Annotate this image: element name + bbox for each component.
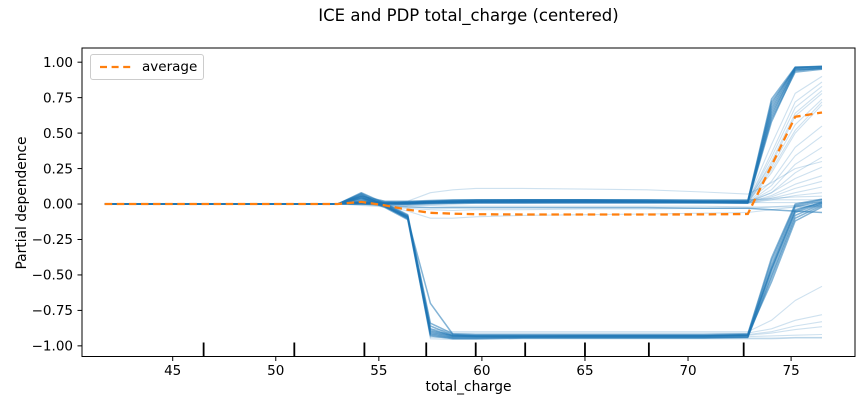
ice-line [104,197,823,340]
ice-line [104,200,823,338]
ice-line [104,75,823,205]
y-axis-label: Partial dependence [14,136,30,270]
x-axis-label: total_charge [425,379,512,395]
ice-line [104,196,823,333]
ice-line [104,92,823,205]
ice-line [104,193,823,339]
ice-line [104,135,823,206]
y-tick-label: 0.25 [43,161,73,177]
x-tick-label: 55 [370,363,387,379]
ice-line [104,65,823,205]
ice-line [104,67,823,205]
ice-line [104,194,823,338]
x-tick-label: 75 [783,363,800,379]
ice-line [104,202,822,339]
ice-line [104,156,823,205]
y-tick-label: −0.50 [32,268,73,284]
ice-line [104,191,823,336]
ice-line [104,197,823,336]
x-tick-label: 60 [473,363,490,379]
x-tick-label: 50 [267,363,284,379]
ice-line [104,200,823,336]
ice-line [104,90,823,205]
y-tick-label: −0.75 [32,303,73,319]
ice-line [104,67,823,205]
x-tick-label: 45 [164,363,181,379]
ice-line [104,65,823,205]
ice-line [104,68,823,205]
y-tick-label: 0.00 [43,197,73,213]
ice-line [104,67,823,205]
chart-title: ICE and PDP total_charge (centered) [318,6,619,25]
ice-line [104,85,823,205]
y-tick-label: −0.25 [32,232,73,248]
decile-marks [202,342,745,357]
ice-line [104,196,823,337]
ice-line [104,146,823,205]
ice-line [104,194,823,337]
y-tick-label: 0.50 [43,126,73,142]
axes-frame [81,47,856,357]
y-tick-label: −1.00 [32,339,73,355]
legend: average [90,54,204,80]
ice-line [104,199,823,334]
y-tick-label: 0.75 [43,90,73,106]
x-axis-ticks: 45 50 55 60 65 70 75 [164,356,800,379]
ice-lines [104,65,823,341]
x-tick-label: 65 [576,363,593,379]
average-line [104,111,823,216]
ice-line [104,199,822,341]
y-axis-ticks: 1.00 0.75 0.50 0.25 0.00 −0.25 −0.50 −0.75 −1.00 [32,55,82,355]
legend-label-average: average [142,59,198,75]
y-tick-label: 1.00 [43,55,73,71]
ice-line [104,66,823,205]
x-tick-label: 70 [679,363,696,379]
legend-average-dash-icon [100,65,132,69]
ice-line [104,66,823,205]
ice-line [104,65,823,205]
ice-line [104,160,823,205]
ice-line [104,166,823,205]
ice-line [104,81,823,205]
ice-line [104,203,822,211]
